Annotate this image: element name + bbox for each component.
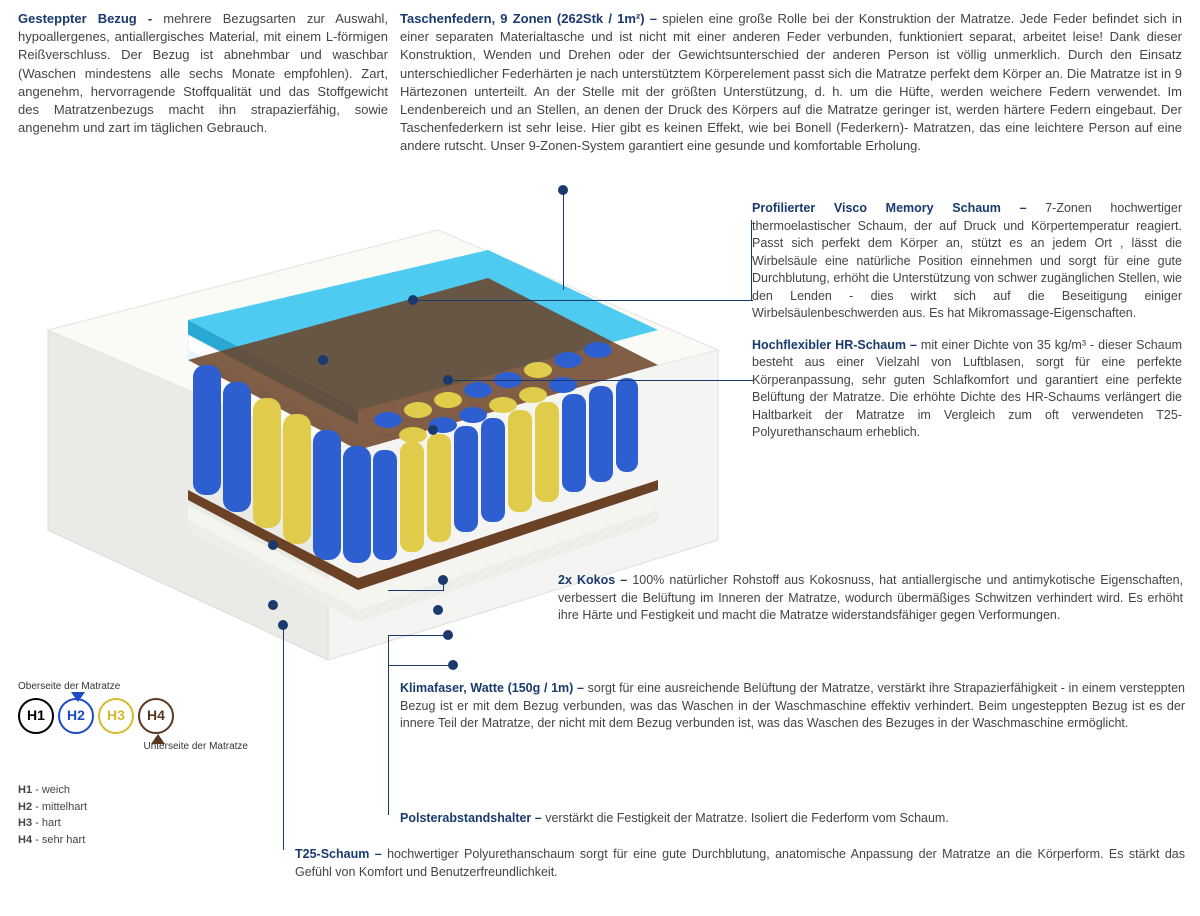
triangle-down-icon — [71, 692, 85, 702]
t25-heading: T25-Schaum – — [295, 847, 387, 861]
firmness-h3: H3 — [98, 698, 134, 734]
cover-text: mehrere Bezugsarten zur Auswahl, hypoall… — [18, 11, 388, 135]
visco-text: 7-Zonen hochwertiger thermoelastischer S… — [752, 201, 1182, 320]
klima-callout: Klimafaser, Watte (150g / 1m) – sorgt fü… — [400, 680, 1185, 733]
leader-line — [413, 300, 753, 301]
leader-line — [563, 190, 564, 290]
visco-heading: Profilierter Visco Memory Schaum – — [752, 201, 1045, 215]
callout-dot — [318, 355, 328, 365]
callout-dot — [268, 600, 278, 610]
leader-line — [283, 625, 284, 850]
polster-text: verstärkt die Festigkeit der Matratze. I… — [545, 811, 949, 825]
leader-line — [388, 665, 453, 666]
firmness-legend-list: H1 - weich H2 - mittelhart H3 - hart H4 … — [18, 782, 248, 848]
firmness-legend: Oberseite der Matratze H1 H2 H3 H4 Unter… — [18, 680, 248, 848]
leader-line — [388, 590, 444, 591]
kokos-text: 100% natürlicher Rohstoff aus Kokosnuss,… — [558, 573, 1183, 622]
firmness-h1: H1 — [18, 698, 54, 734]
firmness-h4: H4 — [138, 698, 174, 734]
hr-text: mit einer Dichte von 35 kg/m³ - dieser S… — [752, 338, 1182, 440]
hr-heading: Hochflexibler HR-Schaum – — [752, 338, 921, 352]
leader-line — [443, 580, 444, 590]
springs-text: spielen eine große Rolle bei der Konstru… — [400, 11, 1182, 153]
callout-dot — [268, 540, 278, 550]
firmness-top-label: Oberseite der Matratze — [18, 680, 248, 694]
klima-heading: Klimafaser, Watte (150g / 1m) – — [400, 681, 588, 695]
kokos-callout: 2x Kokos – 100% natürlicher Rohstoff aus… — [558, 572, 1183, 625]
kokos-heading: 2x Kokos – — [558, 573, 632, 587]
visco-callout: Profilierter Visco Memory Schaum – 7-Zon… — [752, 200, 1182, 323]
firmness-h2: H2 — [58, 698, 94, 734]
cover-description: Gesteppter Bezug - mehrere Bezugsarten z… — [18, 10, 388, 156]
polster-callout: Polsterabstandshalter – verstärkt die Fe… — [400, 810, 1185, 828]
firmness-bottom-label: Unterseite der Matratze — [18, 740, 248, 754]
springs-heading: Taschenfedern, 9 Zonen (262Stk / 1m²) – — [400, 11, 662, 26]
callout-dot — [428, 425, 438, 435]
t25-text: hochwertiger Polyurethanschaum sorgt für… — [295, 847, 1185, 879]
polster-heading: Polsterabstandshalter – — [400, 811, 545, 825]
cover-heading: Gesteppter Bezug - — [18, 11, 163, 26]
springs-description: Taschenfedern, 9 Zonen (262Stk / 1m²) – … — [400, 10, 1182, 156]
leader-line — [388, 635, 448, 636]
triangle-up-icon — [151, 734, 165, 744]
firmness-circles: H1 H2 H3 H4 — [18, 698, 248, 734]
hr-callout: Hochflexibler HR-Schaum – mit einer Dich… — [752, 337, 1182, 442]
callout-dot — [433, 605, 443, 615]
leader-line — [388, 665, 389, 815]
leader-line — [448, 380, 753, 381]
t25-callout: T25-Schaum – hochwertiger Polyurethansch… — [295, 846, 1185, 881]
